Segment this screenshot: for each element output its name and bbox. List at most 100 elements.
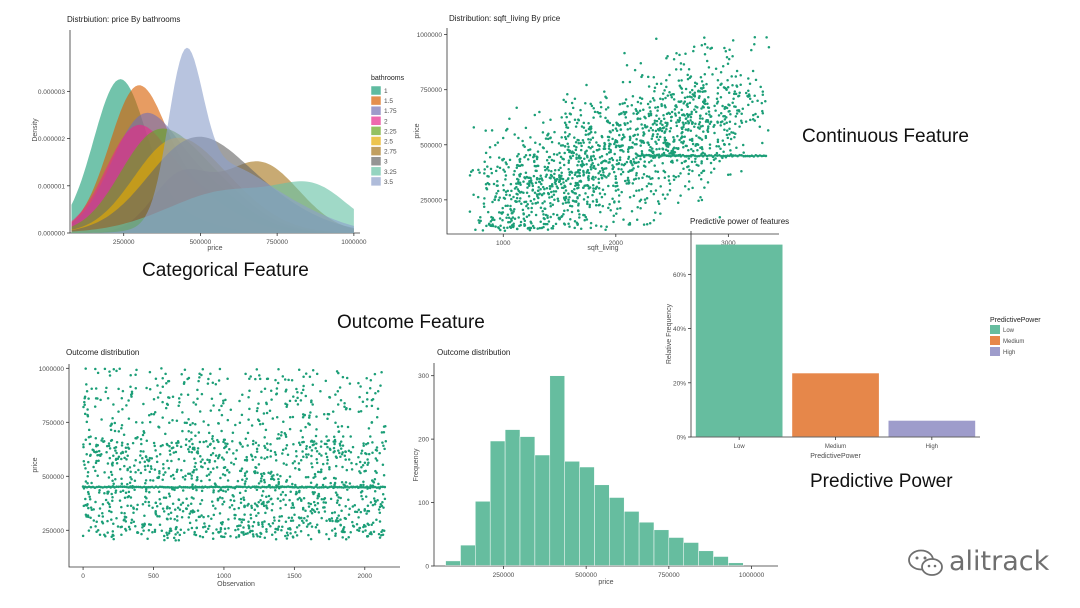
scatter-obs-point — [382, 430, 386, 434]
scatter-sqft-point — [540, 182, 543, 186]
scatter-sqft-point — [518, 160, 522, 164]
histogram-bar — [504, 429, 521, 566]
scatter-obs-point — [135, 485, 138, 489]
scatter-obs-point — [121, 408, 124, 411]
scatter-sqft-point — [594, 176, 597, 179]
scatter-obs-point — [159, 444, 163, 448]
scatter-sqft-point — [547, 132, 550, 136]
scatter-sqft-point — [490, 171, 494, 175]
scatter-sqft-point — [575, 157, 578, 160]
scatter-sqft-point — [526, 203, 529, 206]
scatter-obs-point — [371, 398, 375, 401]
scatter-obs-point — [83, 397, 86, 400]
scatter-sqft-point — [662, 169, 665, 173]
scatter-sqft-point — [619, 206, 622, 210]
scatter-sqft-point — [587, 174, 590, 178]
scatter-obs-point — [355, 485, 359, 489]
scatter-sqft-point — [516, 227, 519, 231]
scatter-sqft-point — [506, 213, 510, 217]
scatter-sqft-point — [565, 115, 568, 119]
scatter-obs-point — [100, 439, 103, 442]
scatter-sqft-point — [563, 223, 567, 226]
scatter-obs-point — [218, 367, 222, 371]
scatter-sqft-point — [719, 70, 723, 74]
scatter-sqft-point — [594, 167, 597, 170]
scatter-sqft-point — [576, 138, 579, 142]
scatter-obs-y-tick-label: 750000 — [42, 420, 64, 427]
scatter-sqft-point — [623, 179, 627, 183]
scatter-sqft-point — [649, 112, 653, 116]
scatter-sqft-point — [568, 150, 571, 154]
scatter-obs-point — [249, 375, 252, 378]
scatter-obs-point — [222, 440, 225, 444]
scatter-obs-point — [315, 415, 318, 418]
scatter-obs-point — [296, 391, 299, 394]
scatter-sqft-point — [626, 176, 630, 180]
scatter-obs-point — [232, 452, 235, 455]
scatter-sqft-point — [604, 116, 607, 120]
scatter-obs-point — [380, 530, 383, 534]
scatter-obs-point — [107, 476, 111, 479]
scatter-sqft-point — [720, 82, 723, 86]
scatter-sqft-point — [687, 157, 691, 160]
scatter-obs-point — [239, 518, 242, 521]
scatter-sqft-point — [649, 126, 653, 130]
scatter-obs-point — [265, 504, 268, 507]
scatter-obs-point — [343, 402, 346, 405]
scatter-sqft-point — [594, 186, 598, 190]
scatter-obs-point — [315, 458, 318, 461]
scatter-obs-point — [172, 451, 176, 454]
scatter-obs-point — [147, 414, 151, 417]
scatter-sqft-point — [648, 106, 651, 109]
scatter-obs-point — [161, 507, 165, 510]
scatter-sqft-point — [513, 208, 516, 211]
scatter-sqft-point — [618, 145, 621, 149]
scatter-obs-point — [198, 410, 202, 413]
scatter-sqft-point — [759, 85, 762, 89]
scatter-obs-point — [110, 438, 114, 442]
scatter-obs-point — [360, 465, 363, 469]
scatter-obs-point — [211, 537, 215, 541]
scatter-sqft-point — [617, 167, 620, 171]
scatter-obs-point — [132, 507, 135, 510]
scatter-sqft-point — [587, 187, 591, 190]
scatter-obs-point — [350, 485, 353, 489]
scatter-sqft-point — [701, 105, 705, 108]
scatter-obs-point — [269, 389, 273, 393]
scatter-obs-point — [248, 377, 251, 380]
scatter-obs-point — [267, 471, 270, 474]
scatter-obs-point — [162, 496, 166, 499]
scatter-obs-point — [296, 396, 299, 400]
scatter-obs-point — [253, 470, 257, 473]
scatter-obs-point — [149, 478, 152, 482]
predictive-chart-title: Predictive power of features — [690, 217, 789, 226]
scatter-obs-point — [359, 410, 363, 413]
scatter-obs-point — [114, 458, 118, 461]
predictive-y-tick-label: 60% — [673, 272, 686, 279]
scatter-obs-point — [188, 439, 191, 443]
scatter-sqft-point — [682, 167, 685, 171]
scatter-sqft-point — [672, 58, 676, 61]
scatter-sqft-point — [508, 158, 512, 162]
scatter-obs-point — [156, 396, 160, 399]
scatter-obs-point — [190, 526, 194, 530]
scatter-sqft-point — [683, 135, 686, 139]
scatter-obs-point — [131, 486, 134, 489]
scatter-obs-point — [209, 470, 212, 474]
scatter-sqft-point — [623, 101, 626, 105]
scatter-obs-point — [121, 389, 125, 393]
scatter-obs-point — [340, 424, 344, 428]
scatter-sqft-point — [676, 201, 680, 205]
scatter-sqft-point — [654, 140, 657, 144]
scatter-sqft-point — [584, 215, 588, 219]
scatter-obs-point — [287, 527, 290, 530]
scatter-obs-point — [378, 520, 382, 523]
scatter-obs-point — [84, 503, 87, 507]
scatter-obs-point — [320, 440, 323, 443]
scatter-obs-point — [376, 407, 380, 410]
scatter-sqft-point — [731, 83, 734, 87]
scatter-obs-point — [94, 436, 98, 440]
scatter-sqft-point — [640, 187, 644, 191]
scatter-obs-point — [134, 437, 137, 440]
scatter-sqft-point — [758, 125, 762, 128]
